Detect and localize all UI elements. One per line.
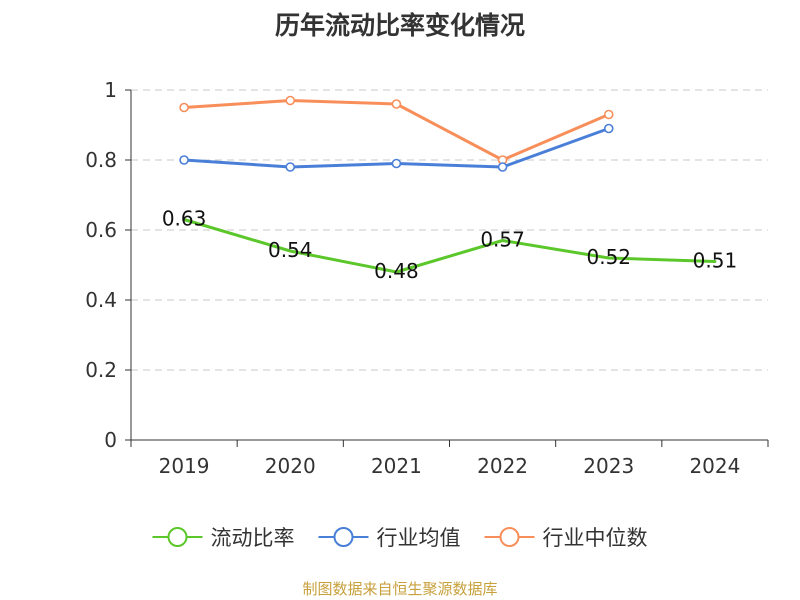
series-point-2 [179,102,189,113]
data-label: 0.57 [480,228,525,252]
y-tick-label: 0 [104,428,117,452]
x-tick-label: 2021 [371,454,422,478]
x-tick-label: 2023 [583,454,634,478]
legend-item: 流动比率 [152,526,295,550]
data-label: 0.51 [693,249,738,273]
data-labels: 0.63 0.54 0.48 0.57 0.52 0.51 [162,207,737,284]
chart-title: 历年流动比率变化情况 [274,11,525,40]
x-tick-label: 2024 [689,454,740,478]
legend-label: 行业均值 [377,526,461,550]
legend-label: 流动比率 [211,526,295,550]
data-label: 0.52 [586,245,631,269]
y-tick-label: 0.6 [85,218,117,242]
legend-symbol-marker [167,527,188,547]
series-point-2 [603,109,614,120]
series-point-1 [603,123,614,134]
legend-item: 行业中位数 [484,526,648,550]
series-point-1 [391,158,402,169]
x-tick-label: 2019 [159,454,210,478]
y-tick-label: 1 [104,78,117,102]
y-tick-label: 0.4 [85,288,117,312]
series-point-2 [285,95,296,106]
legend-label: 行业中位数 [543,526,648,550]
legend: 流动比率 行业均值 行业中位数 [152,526,648,550]
legend-symbol-marker [499,527,520,547]
source-note: 制图数据来自恒生聚源数据库 [302,580,498,598]
legend-item: 行业均值 [318,526,461,550]
gridlines [131,89,768,371]
y-tick-label: 0.2 [85,358,117,382]
legend-symbol-marker [333,527,354,547]
series-point-1 [497,162,508,172]
series-point-2 [391,99,402,109]
series-lines [179,95,717,274]
series-point-1 [285,162,296,172]
x-tick-label: 2022 [477,454,528,478]
data-label: 0.63 [162,207,207,231]
axes: 0 0.2 0.4 0.6 0.8 1 2019 2020 2021 2022 2023 2024 [85,78,769,478]
data-label: 0.48 [374,259,419,283]
y-tick-label: 0.8 [85,148,117,172]
data-label: 0.54 [268,238,313,262]
series-line-0 [182,218,717,274]
series-point-1 [179,155,189,165]
x-tick-label: 2020 [265,454,316,478]
